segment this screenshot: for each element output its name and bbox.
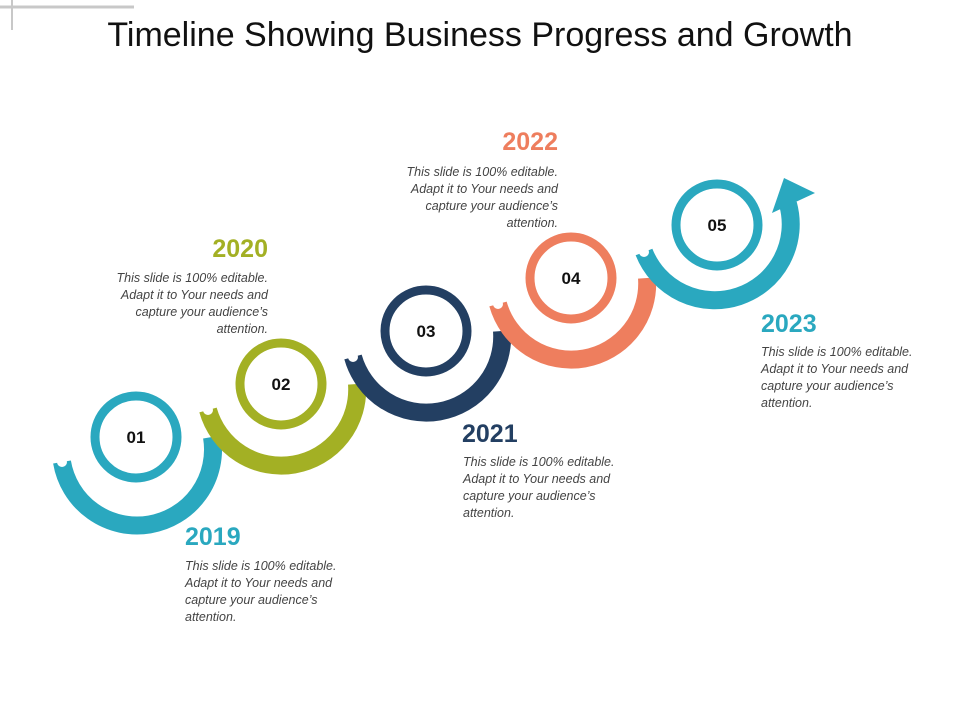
step-04-description: This slide is 100% editable. Adapt it to… — [406, 165, 558, 230]
step-02-ring — [235, 338, 327, 430]
step-03-year: 2021 — [462, 420, 518, 448]
corner-mark — [0, 0, 134, 30]
step-02-year: 2020 — [212, 235, 268, 263]
step-05-arc — [635, 201, 800, 310]
step-05-number: 05 — [708, 216, 727, 235]
step-02-number: 02 — [272, 375, 291, 394]
step-01-ring — [90, 391, 182, 483]
step-01-arc — [53, 435, 223, 535]
step-03-number: 03 — [417, 322, 436, 341]
step-04-arc-start-dot — [493, 299, 503, 309]
page-title: Timeline Showing Business Progress and G… — [107, 16, 853, 54]
step-03-description: This slide is 100% editable. Adapt it to… — [463, 455, 615, 520]
step-01-graphic: 01 — [53, 391, 223, 535]
step-05-description: This slide is 100% editable. Adapt it to… — [761, 345, 913, 410]
step-04-ring — [525, 232, 617, 324]
step-03-graphic: 03 — [344, 285, 512, 422]
step-01-description: This slide is 100% editable. Adapt it to… — [185, 559, 337, 624]
step-03-arc-start-dot — [348, 352, 358, 362]
step-02-graphic: 02 — [199, 338, 367, 475]
step-03-arc — [344, 330, 512, 422]
step-03-ring — [380, 285, 472, 377]
step-04-year: 2022 — [502, 128, 558, 156]
step-02-arc-start-dot — [203, 405, 213, 415]
step-04-graphic: 04 — [489, 232, 657, 369]
step-04-arc — [489, 277, 657, 369]
step-02-description: This slide is 100% editable. Adapt it to… — [116, 271, 268, 336]
step-05-arc-start-dot — [639, 247, 649, 257]
step-05-year: 2023 — [761, 310, 817, 338]
step-05-graphic: 05 — [635, 178, 815, 310]
step-01-year: 2019 — [185, 523, 241, 551]
step-02-arc — [199, 383, 367, 475]
step-01-number: 01 — [127, 428, 146, 447]
step-01-arc-start-dot — [57, 457, 67, 467]
step-05-ring — [671, 179, 763, 271]
step-05-arrowhead — [772, 178, 815, 213]
step-04-number: 04 — [562, 269, 581, 288]
